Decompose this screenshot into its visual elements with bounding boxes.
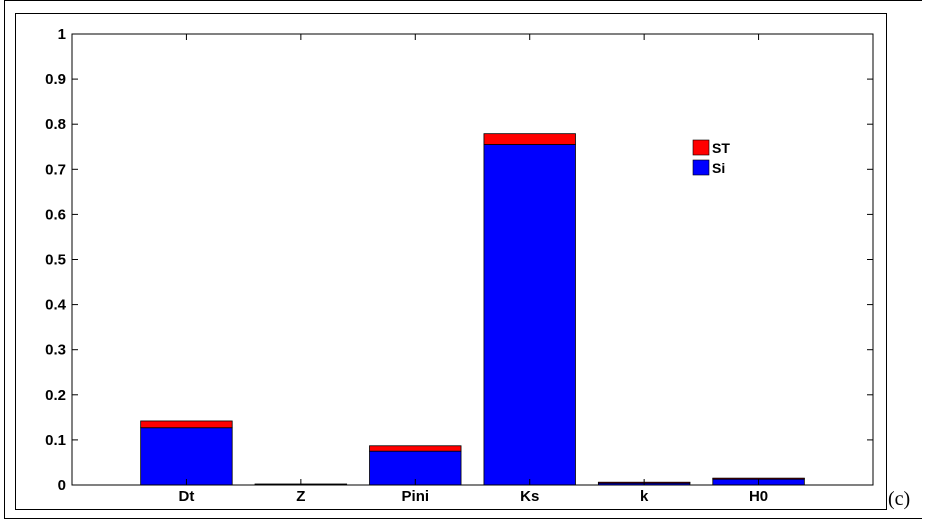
y-tick-label: 0.8 — [45, 116, 66, 133]
bar-si-ks — [483, 144, 576, 486]
legend-label-st: ST — [712, 140, 730, 156]
bar-si-dt — [140, 427, 233, 486]
x-tick-label-k: k — [640, 488, 649, 505]
x-tick-label-h0: H0 — [749, 488, 768, 505]
y-tick-label: 0.6 — [45, 206, 66, 223]
y-tick-label: 0.9 — [45, 71, 66, 88]
x-tick-label-z: Z — [296, 488, 305, 505]
y-tick-label: 0.2 — [45, 387, 66, 404]
y-tick-label: 0.5 — [45, 252, 66, 269]
legend-swatch-st — [692, 139, 710, 156]
y-tick-label: 0.1 — [45, 432, 66, 449]
y-tick-label: 0 — [58, 477, 66, 494]
y-tick-label: 0.3 — [45, 342, 66, 359]
x-tick-labels: Dt Z Pini Ks k H0 — [179, 488, 769, 505]
y-tick-label: 0.4 — [45, 297, 67, 314]
x-tick-label-ks: Ks — [520, 488, 539, 505]
x-tick-label-dt: Dt — [179, 488, 195, 505]
legend: ST Si — [689, 135, 761, 183]
ticks-group — [72, 33, 873, 486]
table-cell-frame — [4, 0, 922, 519]
bars-group — [140, 133, 805, 486]
bar-st-ks — [483, 133, 576, 145]
axes-box — [71, 33, 874, 486]
y-tick-label: 1 — [58, 26, 66, 43]
x-tick-label-pini: Pini — [402, 488, 430, 505]
legend-label-si: Si — [712, 160, 725, 176]
y-tick-label: 0.7 — [45, 161, 66, 178]
bar-st-dt — [140, 420, 233, 429]
y-tick-labels: 0 0.1 0.2 0.3 0.4 0.5 0.6 0.7 0.8 0.9 1 — [45, 26, 67, 494]
legend-swatch-si — [692, 159, 710, 176]
panel-label: (c) — [888, 488, 911, 510]
bar-st-pini — [369, 445, 462, 452]
